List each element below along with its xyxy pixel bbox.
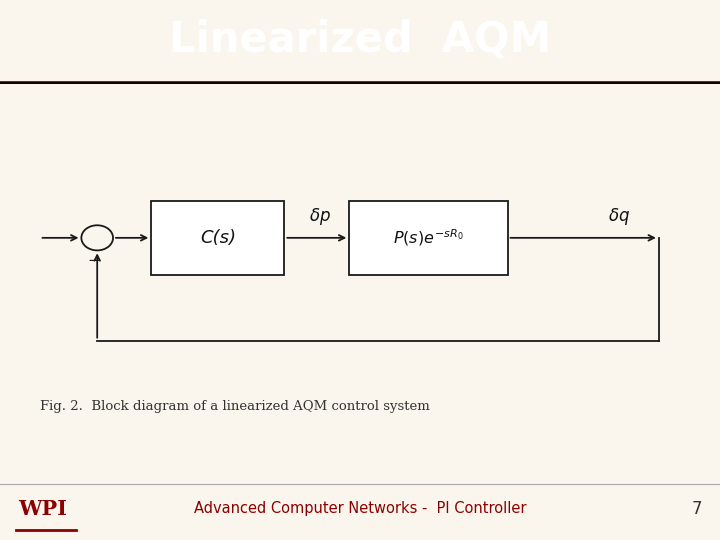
Text: Advanced Computer Networks -  PI Controller: Advanced Computer Networks - PI Controll… [194,501,526,516]
Text: 7: 7 [691,500,702,518]
Bar [151,201,284,275]
Text: WPI: WPI [18,499,67,519]
Bar [349,201,508,275]
Text: $\delta$q: $\delta$q [608,206,630,227]
Text: Linearized  AQM: Linearized AQM [169,19,551,61]
Text: $P(s)e^{-sR_0}$: $P(s)e^{-sR_0}$ [393,227,464,248]
Text: $\delta$p: $\delta$p [310,206,331,227]
Text: Fig. 2.  Block diagram of a linearized AQM control system: Fig. 2. Block diagram of a linearized AQ… [40,400,429,413]
Text: C(s): C(s) [200,229,236,247]
Text: −: − [87,253,100,268]
